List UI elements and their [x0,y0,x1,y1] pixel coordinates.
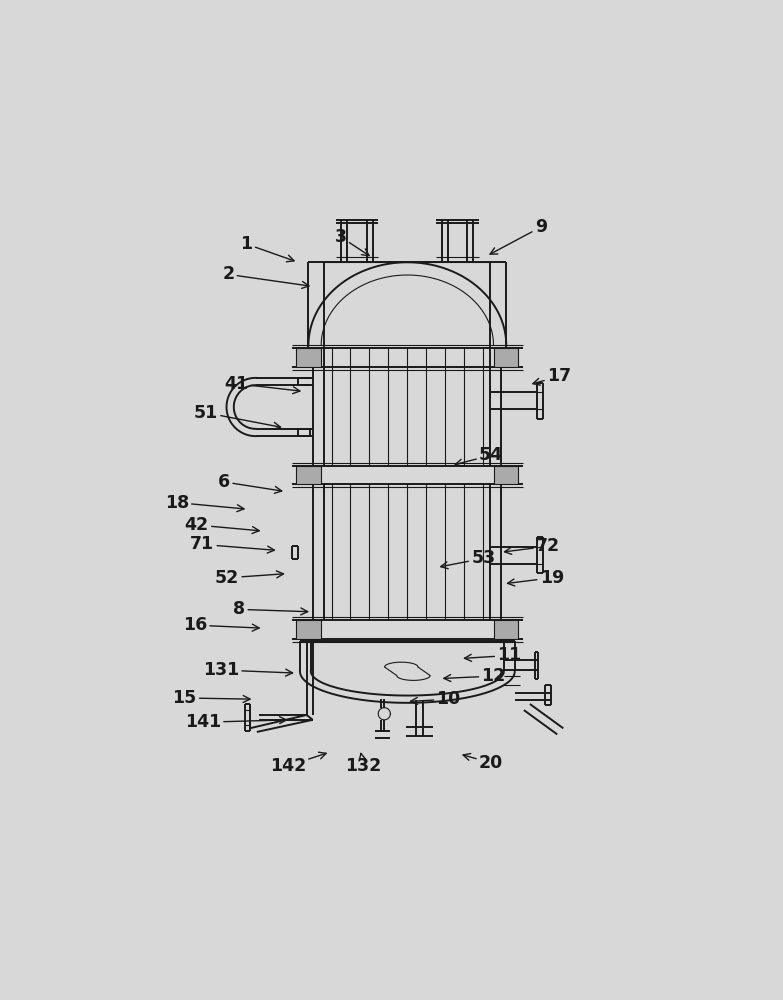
Text: 71: 71 [190,535,274,553]
Bar [494,466,518,484]
Text: 41: 41 [224,375,300,394]
Text: 9: 9 [490,218,547,254]
Text: 3: 3 [334,228,369,256]
Text: 1: 1 [240,235,294,262]
Bar [296,620,320,639]
Text: 8: 8 [233,600,308,618]
Text: 19: 19 [507,569,564,587]
Text: 16: 16 [183,616,259,634]
Text: 53: 53 [441,549,496,569]
Bar [296,348,320,367]
Text: 51: 51 [193,404,280,429]
Text: 11: 11 [464,646,521,664]
Text: 72: 72 [504,537,560,555]
Text: 6: 6 [218,473,282,493]
Text: 2: 2 [222,265,309,288]
Text: 52: 52 [215,569,283,587]
Text: 131: 131 [203,661,293,679]
Text: 54: 54 [455,446,503,466]
Text: 132: 132 [345,753,382,775]
Text: 17: 17 [533,367,571,385]
Text: 141: 141 [185,713,287,731]
Text: 18: 18 [164,494,244,512]
Text: 10: 10 [410,690,460,708]
Bar [494,348,518,367]
Text: 12: 12 [444,667,506,685]
Text: 15: 15 [172,689,250,707]
Bar [494,620,518,639]
Bar [296,466,320,484]
Text: 142: 142 [269,752,327,775]
Text: 42: 42 [185,516,259,534]
Text: 20: 20 [463,754,503,772]
